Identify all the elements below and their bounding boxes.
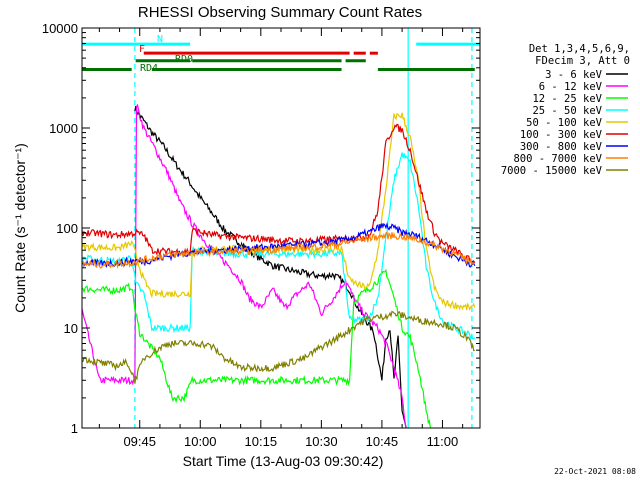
legend-label-4: 50 - 100 keV — [526, 117, 603, 129]
y-tick-label-2: 100 — [56, 221, 78, 236]
plot-layer: N F RD0 RD4 — [81, 28, 480, 429]
x-tick-label-2: 10:15 — [245, 434, 278, 449]
flag-label-n: N — [157, 34, 163, 45]
x-tick-label-3: 10:30 — [305, 434, 338, 449]
timestamp: 22-Oct-2021 08:08 — [554, 467, 636, 476]
series-line-5 — [81, 123, 476, 266]
x-tick-label-0: 09:45 — [123, 434, 156, 449]
series-line-8 — [82, 310, 475, 384]
x-tick-label-4: 10:45 — [366, 434, 399, 449]
series-line-1 — [81, 103, 407, 429]
chart-title: RHESSI Observing Summary Count Rates — [138, 4, 422, 21]
y-tick-label-3: 1000 — [49, 121, 78, 136]
y-tick-label-4: 10000 — [42, 21, 78, 36]
flag-label-f: F — [139, 44, 145, 55]
series-line-2 — [81, 268, 431, 429]
series-line-6 — [81, 222, 476, 269]
flag-label-rd4: RD4 — [140, 63, 158, 74]
y-tick-label-0: 1 — [71, 421, 78, 436]
axis-layer: 09:45 10:00 10:15 10:30 10:45 11:00 1 10 100 1000… — [42, 21, 480, 449]
legend-label-1: 6 - 12 keV — [539, 81, 603, 93]
legend-label-5: 100 - 300 keV — [520, 129, 603, 141]
legend-header-1: FDecim 3, Att 0 — [535, 55, 630, 67]
legend-label-0: 3 - 6 keV — [545, 69, 603, 81]
x-tick-label-5: 11:00 — [427, 434, 459, 449]
legend: Det 1,3,4,5,6,9,FDecim 3, Att 0 3 - 6 keV… — [501, 43, 630, 177]
legend-label-6: 300 - 800 keV — [520, 141, 603, 153]
legend-header-0: Det 1,3,4,5,6,9, — [529, 43, 630, 55]
legend-label-2: 12 - 25 keV — [532, 93, 602, 105]
series-line-3 — [81, 152, 476, 341]
y-tick-label-1: 10 — [64, 321, 78, 336]
legend-label-7: 800 - 7000 keV — [513, 153, 602, 165]
series-line-7 — [81, 231, 476, 270]
y-axis-label: Count Rate (s⁻¹ detector⁻¹) — [12, 143, 28, 313]
x-axis-label: Start Time (13-Aug-03 09:30:42) — [183, 453, 384, 469]
series-line-4 — [81, 112, 476, 311]
x-tick-label-1: 10:00 — [184, 434, 217, 449]
legend-label-8: 7000 - 15000 keV — [501, 165, 603, 177]
flag-label-rd0: RD0 — [175, 54, 193, 65]
legend-label-3: 25 - 50 keV — [532, 105, 602, 117]
